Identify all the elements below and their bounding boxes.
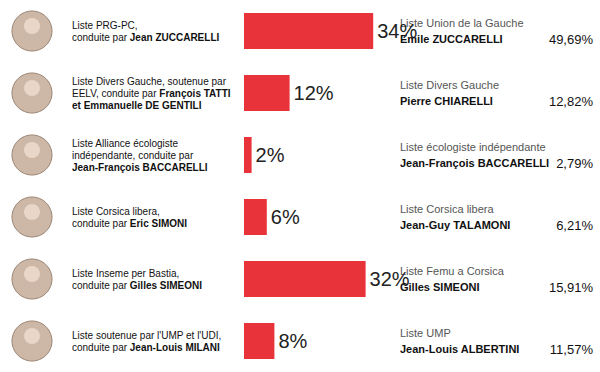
svg-text:Jean-François BACCARELLI: Jean-François BACCARELLI — [400, 157, 549, 169]
svg-text:Liste PRG-PC,: Liste PRG-PC, — [72, 20, 138, 31]
svg-text:8%: 8% — [278, 330, 307, 352]
svg-text:Liste UMP: Liste UMP — [400, 327, 451, 339]
svg-text:12,82%: 12,82% — [549, 94, 594, 109]
svg-text:et Emmanuelle DE GENTILI: et Emmanuelle DE GENTILI — [72, 100, 202, 111]
svg-text:Liste Divers Gauche: Liste Divers Gauche — [400, 79, 499, 91]
svg-text:Liste Corsica libera: Liste Corsica libera — [400, 203, 494, 215]
svg-text:Eric SIMONI: Eric SIMONI — [127, 218, 187, 229]
svg-text:6%: 6% — [271, 206, 300, 228]
svg-text:Liste soutenue par l'UMP et l': Liste soutenue par l'UMP et l'UDI, — [72, 330, 221, 341]
svg-text:EELV, conduite par: EELV, conduite par — [72, 88, 157, 99]
svg-text:Jean-Louis ALBERTINI: Jean-Louis ALBERTINI — [400, 343, 519, 355]
svg-text:Gilles SIMEONI: Gilles SIMEONI — [127, 280, 202, 291]
svg-text:Jean-Louis MILANI: Jean-Louis MILANI — [127, 342, 220, 353]
svg-text:49,69%: 49,69% — [549, 32, 594, 47]
svg-text:conduite par: conduite par — [72, 218, 128, 229]
svg-text:34%: 34% — [377, 20, 417, 42]
svg-text:conduite par: conduite par — [72, 32, 128, 43]
svg-text:Gilles SIMEONI: Gilles SIMEONI — [400, 281, 479, 293]
svg-text:Jean ZUCCARELLI: Jean ZUCCARELLI — [127, 32, 219, 43]
svg-text:Liste Divers Gauche, soutenue: Liste Divers Gauche, soutenue par — [72, 76, 227, 87]
svg-text:Jean-Guy TALAMONI: Jean-Guy TALAMONI — [400, 219, 510, 231]
svg-text:12%: 12% — [294, 82, 334, 104]
svg-text:Liste Corsica libera,: Liste Corsica libera, — [72, 206, 160, 217]
svg-text:Jean-François BACCARELLI: Jean-François BACCARELLI — [72, 162, 208, 173]
svg-text:conduite par: conduite par — [72, 342, 128, 353]
svg-text:15,91%: 15,91% — [549, 280, 594, 295]
svg-text:11,57%: 11,57% — [550, 342, 594, 357]
svg-text:indépendante, conduite par: indépendante, conduite par — [72, 150, 194, 161]
svg-text:6,21%: 6,21% — [556, 218, 593, 233]
svg-text:Emile ZUCCARELLI: Emile ZUCCARELLI — [400, 33, 503, 45]
svg-text:Liste écologiste indépendante: Liste écologiste indépendante — [400, 141, 546, 153]
svg-text:conduite par: conduite par — [72, 280, 128, 291]
svg-text:2%: 2% — [256, 144, 285, 166]
svg-text:32%: 32% — [370, 268, 410, 290]
svg-text:Pierre CHIARELLI: Pierre CHIARELLI — [400, 95, 493, 107]
svg-text:2,79%: 2,79% — [556, 156, 593, 171]
svg-text:Liste Inseme per Bastia,: Liste Inseme per Bastia, — [72, 268, 179, 279]
svg-text:François TATTI: François TATTI — [157, 88, 231, 99]
svg-text:Liste Alliance écologiste: Liste Alliance écologiste — [72, 138, 179, 149]
svg-text:Liste Union de la Gauche: Liste Union de la Gauche — [400, 17, 524, 29]
svg-text:Liste Femu a Corsica: Liste Femu a Corsica — [400, 265, 505, 277]
